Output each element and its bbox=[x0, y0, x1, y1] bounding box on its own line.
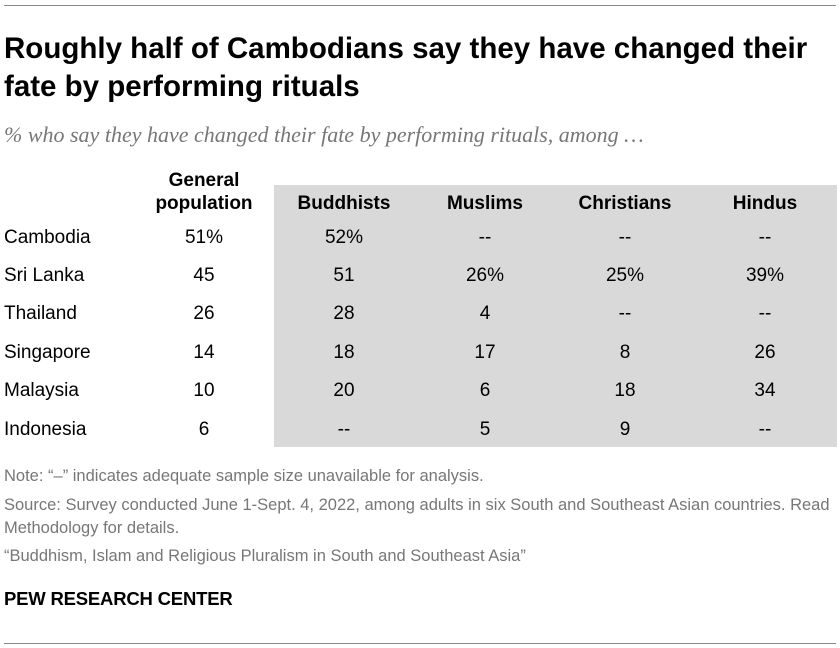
table-cell: 5 bbox=[479, 419, 491, 440]
column-header-line: Hindus bbox=[732, 193, 798, 214]
table-cell: -- bbox=[618, 303, 632, 324]
table-cell: 51% bbox=[184, 227, 224, 248]
row-label: Singapore bbox=[4, 342, 91, 363]
top-rule bbox=[4, 5, 836, 6]
table-cell: 8 bbox=[619, 342, 631, 363]
column-header-line: population bbox=[155, 193, 253, 214]
column-header: Christians bbox=[555, 192, 695, 215]
religious-groups-shaded-area bbox=[274, 185, 837, 447]
column-header: Muslims bbox=[415, 192, 555, 215]
row-label: Thailand bbox=[4, 303, 77, 324]
table-cell: 25% bbox=[605, 265, 645, 286]
chart-subtitle: % who say they have changed their fate b… bbox=[4, 122, 644, 147]
row-label: Sri Lanka bbox=[4, 265, 85, 286]
table-cell: -- bbox=[618, 227, 632, 248]
table-cell: 34 bbox=[754, 380, 776, 401]
table-cell: 14 bbox=[193, 342, 215, 363]
table-cell: 52% bbox=[324, 227, 364, 248]
table-cell: 18 bbox=[333, 342, 355, 363]
table-cell: 26 bbox=[193, 303, 215, 324]
table-cell: 10 bbox=[193, 380, 215, 401]
row-label: Indonesia bbox=[4, 419, 87, 440]
table-cell: -- bbox=[478, 227, 492, 248]
row-label: Malaysia bbox=[4, 380, 79, 401]
column-header-line: Muslims bbox=[446, 193, 524, 214]
table-cell: 6 bbox=[479, 380, 491, 401]
table-cell: -- bbox=[337, 419, 351, 440]
table-cell: 4 bbox=[479, 303, 491, 324]
row-label: Cambodia bbox=[4, 227, 91, 248]
column-header: General population bbox=[134, 169, 274, 215]
table-cell: 20 bbox=[333, 380, 355, 401]
table-cell: 39% bbox=[745, 265, 785, 286]
table-cell: 26% bbox=[465, 265, 505, 286]
report-title: “Buddhism, Islam and Religious Pluralism… bbox=[4, 547, 526, 565]
column-header-line: General bbox=[168, 170, 240, 191]
chart-title: Roughly half of Cambodians say they have… bbox=[4, 32, 808, 103]
table-cell: 45 bbox=[193, 265, 215, 286]
table-cell: -- bbox=[758, 227, 772, 248]
table-cell: -- bbox=[758, 419, 772, 440]
table-cell: 6 bbox=[198, 419, 210, 440]
bottom-rule bbox=[4, 643, 836, 644]
table-cell: 18 bbox=[614, 380, 636, 401]
table-cell: 51 bbox=[333, 265, 355, 286]
pew-research-center-logo: PEW RESEARCH CENTER bbox=[4, 588, 233, 609]
table-cell: 28 bbox=[333, 303, 355, 324]
source-text: Source: Survey conducted June 1-Sept. 4,… bbox=[4, 496, 830, 537]
table-cell: 17 bbox=[474, 342, 496, 363]
column-header: Buddhists bbox=[274, 192, 414, 215]
column-header: Hindus bbox=[695, 192, 835, 215]
note-text: Note: “–” indicates adequate sample size… bbox=[4, 467, 484, 485]
column-header-line: Christians bbox=[578, 193, 672, 214]
table-cell: -- bbox=[758, 303, 772, 324]
table-cell: 26 bbox=[754, 342, 776, 363]
column-header-line: Buddhists bbox=[297, 193, 391, 214]
table-cell: 9 bbox=[619, 419, 631, 440]
